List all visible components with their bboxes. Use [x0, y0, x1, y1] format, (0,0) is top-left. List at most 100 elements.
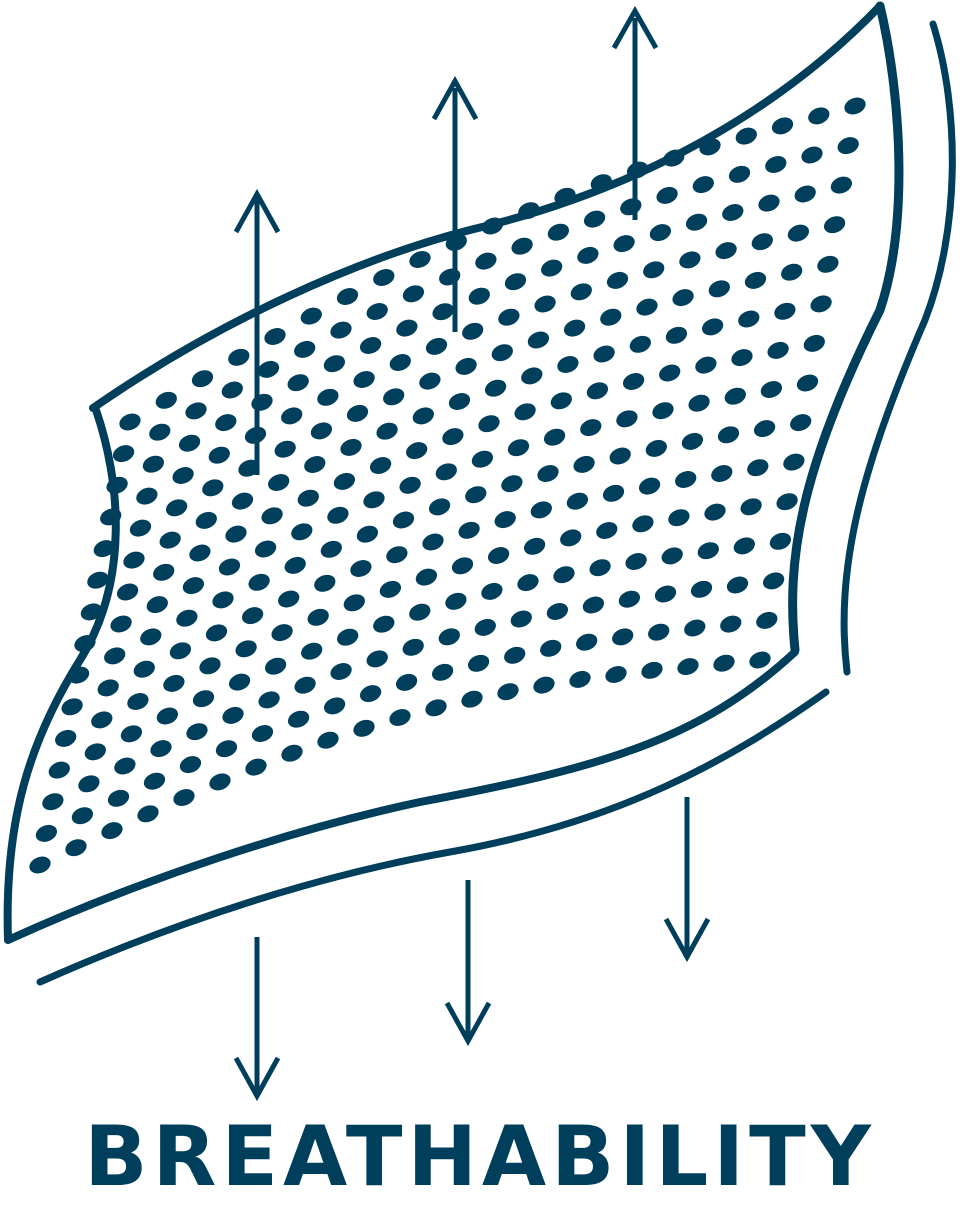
- perforation-dot: [383, 388, 405, 406]
- perforation-dot: [353, 371, 375, 388]
- perforation-dot: [652, 402, 674, 420]
- perforation-dot: [735, 127, 757, 145]
- perforation-dot: [511, 237, 533, 255]
- fabric-back-right-edge: [840, 20, 956, 676]
- perforation-dot: [101, 822, 123, 840]
- perforation-dot: [350, 560, 372, 577]
- perforation-dot: [294, 340, 316, 358]
- perforation-dot: [202, 479, 224, 497]
- perforation-dot: [143, 772, 166, 790]
- perforation-dot: [133, 660, 155, 678]
- perforation-dot: [97, 679, 119, 697]
- perforation-dot: [654, 585, 677, 603]
- perforation-dot: [165, 499, 188, 517]
- perforation-dot: [42, 793, 64, 811]
- perforation-dot: [478, 415, 500, 433]
- perforation-dot: [137, 805, 159, 823]
- perforation-dot: [412, 407, 434, 425]
- perforation-dot: [648, 623, 670, 641]
- perforation-dot: [182, 577, 205, 595]
- perforation-dot: [504, 646, 526, 664]
- perforation-dot: [803, 334, 825, 352]
- perforation-dot: [268, 474, 290, 491]
- perforation-dot: [510, 610, 532, 628]
- perforation-dot: [731, 349, 753, 367]
- perforation-dot: [176, 609, 198, 627]
- perforation-dot: [810, 295, 832, 313]
- perforation-dot: [554, 187, 576, 205]
- perforation-dot: [208, 446, 230, 464]
- perforation-dot: [150, 740, 172, 758]
- perforation-dot: [136, 487, 158, 505]
- perforation-dot: [100, 508, 122, 526]
- perforation-dot: [747, 459, 769, 477]
- perforation-dot: [363, 491, 385, 509]
- perforation-dot: [837, 137, 859, 155]
- perforation-dot: [379, 580, 402, 598]
- perforation-dot: [589, 559, 611, 577]
- perforation-dot: [715, 242, 737, 260]
- perforation-dot: [445, 592, 467, 610]
- perforation-dot: [215, 740, 238, 758]
- perforation-dot: [481, 582, 503, 600]
- perforation-dot: [517, 574, 539, 592]
- perforation-dot: [67, 666, 90, 684]
- perforation-dot: [461, 690, 483, 708]
- perforation-dot: [195, 511, 217, 529]
- perforation-dot: [566, 492, 589, 510]
- perforation-dot: [71, 807, 94, 825]
- perforation-dot: [769, 532, 792, 550]
- perforation-dot: [534, 295, 556, 313]
- perforation-dot: [560, 529, 582, 547]
- perforation-dot: [448, 393, 471, 410]
- perforation-dot: [251, 725, 274, 742]
- perforation-dot: [471, 450, 494, 468]
- perforation-dot: [287, 374, 309, 392]
- perforation-dot: [35, 824, 58, 842]
- perforation-dot: [711, 465, 733, 482]
- perforation-dot: [91, 711, 113, 729]
- fabric-top-edge: [89, 2, 884, 412]
- perforation-dot: [389, 709, 411, 726]
- perforation-dot: [576, 633, 598, 651]
- perforation-dot: [106, 476, 128, 494]
- perforation-dot: [643, 261, 665, 279]
- perforation-dot: [218, 558, 241, 576]
- perforation-dot: [159, 531, 181, 549]
- perforation-dot: [310, 422, 333, 440]
- perforation-dot: [425, 337, 448, 355]
- perforation-dot: [481, 217, 504, 235]
- fabric-right-edge: [788, 1, 904, 655]
- perforation-dot: [431, 663, 454, 681]
- perforation-dot: [409, 251, 431, 268]
- perforation-dot: [468, 287, 490, 305]
- perforation-dot: [127, 693, 149, 710]
- perforation-dot: [222, 706, 244, 724]
- perforation-dot: [685, 213, 708, 231]
- perforation-dot: [593, 345, 615, 363]
- perforation-dot: [600, 308, 622, 326]
- perforation-dot: [179, 756, 202, 774]
- perforation-dot: [340, 438, 362, 456]
- perforation-dot: [396, 319, 418, 337]
- perforation-dot: [376, 422, 398, 440]
- perforation-dot: [119, 413, 141, 431]
- perforation-dot: [191, 370, 214, 388]
- perforation-dot: [442, 428, 464, 446]
- perforation-dot: [724, 387, 746, 405]
- perforation-dot: [504, 273, 527, 291]
- perforation-dot: [609, 447, 631, 465]
- fabric-bottom-edge: [4, 648, 799, 944]
- perforation-dot: [590, 174, 612, 192]
- perforation-dot: [323, 355, 346, 373]
- perforation-dot: [794, 185, 816, 203]
- perforation-dot: [169, 642, 192, 660]
- perforation-dot: [580, 419, 602, 437]
- perforation-dot: [356, 525, 379, 543]
- perforation-dot: [409, 603, 431, 621]
- perforation-dot: [751, 233, 773, 251]
- perforation-dot: [618, 590, 641, 608]
- perforation-dot: [638, 477, 661, 495]
- perforation-dot: [228, 673, 251, 691]
- perforation-dot: [245, 758, 267, 776]
